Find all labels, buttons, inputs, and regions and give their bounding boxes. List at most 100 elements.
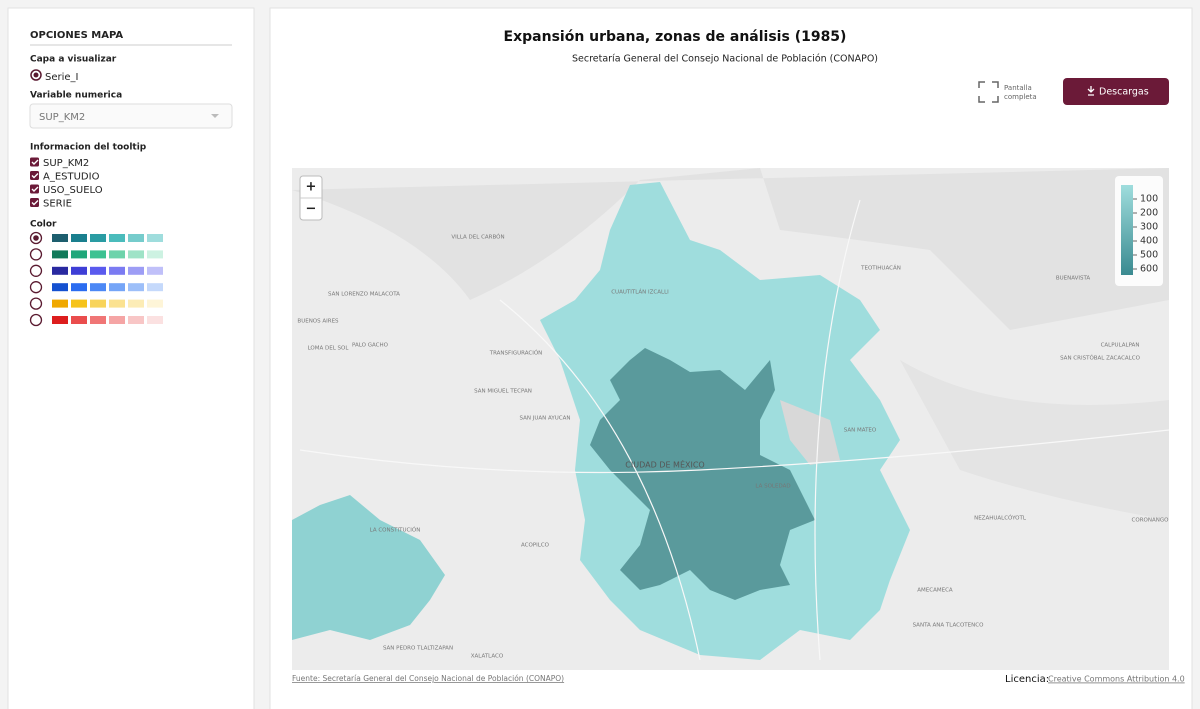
place-label: SANTA ANA TLACOTENCO	[913, 623, 984, 629]
palette-swatch	[52, 316, 68, 324]
palette-swatch	[52, 234, 68, 242]
palette-swatch	[71, 250, 87, 259]
palette-swatch	[71, 234, 87, 242]
legend-tick-label: 500	[1140, 250, 1158, 261]
legend-tick-label: 600	[1140, 264, 1158, 275]
place-label: SAN LORENZO MALACOTA	[328, 292, 400, 298]
variable-label: Variable numerica	[30, 91, 122, 101]
tooltip-field[interactable]: A_ESTUDIO	[43, 172, 100, 183]
palette-swatch	[52, 299, 68, 308]
layer-option[interactable]: Serie_I	[45, 72, 79, 83]
palette-swatch	[109, 283, 125, 292]
place-label: LOMA DEL SOL	[308, 346, 350, 352]
checkmark	[31, 200, 39, 206]
place-label: SAN MIGUEL TECPAN	[474, 389, 532, 395]
place-label: SAN MATEO	[844, 428, 877, 434]
layer-label: Capa a visualizar	[30, 55, 117, 65]
palette-swatch	[128, 250, 144, 259]
place-label: CALPULALPAN	[1101, 343, 1140, 349]
palette-swatch	[147, 234, 163, 242]
fullscreen-text: Pantalla	[1004, 84, 1032, 92]
palette-swatch	[109, 316, 125, 324]
palette-swatch	[71, 283, 87, 292]
download-button[interactable]: Descargas	[1063, 78, 1169, 105]
license-label: Licencia:	[1005, 674, 1049, 685]
palette-radio[interactable]	[29, 297, 43, 310]
terrain	[900, 360, 1169, 520]
place-label: CIUDAD DE MÉXICO	[625, 459, 704, 470]
fullscreen-button[interactable]: Pantalla completa	[978, 81, 1037, 103]
palette-swatch	[109, 234, 125, 242]
road	[299, 199, 1169, 661]
zoom-in[interactable]: +	[306, 180, 317, 195]
palette-swatch	[90, 250, 106, 259]
palette-swatch	[109, 299, 125, 308]
palette-swatch	[71, 266, 87, 275]
place-label: TRANSFIGURACIÓN	[489, 350, 543, 357]
palette-swatch	[109, 266, 125, 275]
palette-swatch	[147, 316, 163, 324]
legend-tick-label: 100	[1140, 194, 1158, 205]
checkbox[interactable]	[30, 184, 39, 194]
palette-swatch	[128, 234, 144, 242]
palette-swatch	[147, 283, 163, 292]
palette-swatch	[128, 283, 144, 292]
zoom-control: + −	[299, 175, 323, 221]
palette-swatch	[71, 299, 87, 308]
download-text: Descargas	[1099, 87, 1149, 98]
checkmark	[31, 186, 39, 192]
checkbox[interactable]	[30, 198, 39, 207]
palette-swatch	[71, 316, 87, 324]
palette-swatch	[90, 299, 106, 308]
place-label: XALATLACO	[471, 654, 504, 660]
palette-swatch	[90, 234, 106, 242]
place-label: CORONANGO	[1132, 518, 1170, 524]
place-label: AMECAMECA	[917, 588, 953, 594]
legend-tick-label: 200	[1140, 208, 1158, 219]
variable-select[interactable]	[29, 103, 233, 129]
download-bg	[1063, 78, 1169, 105]
urban-area-light[interactable]	[292, 495, 445, 640]
palette-radio[interactable]	[29, 264, 43, 277]
place-label: VILLA DEL CARBÓN	[451, 234, 504, 241]
place-label: ACOPILCO	[521, 543, 550, 549]
palette-radio[interactable]	[29, 248, 43, 261]
layer-radio-dot	[33, 72, 39, 78]
palette-radio[interactable]	[29, 313, 43, 327]
checkbox[interactable]	[30, 157, 39, 167]
tooltip-field[interactable]: SUP_KM2	[43, 158, 89, 169]
urban-area-dark[interactable]	[590, 348, 815, 600]
checkbox[interactable]	[30, 171, 39, 180]
place-label: LA CONSTITUCIÓN	[370, 527, 421, 534]
variable-selected: SUP_KM2	[39, 112, 85, 123]
page-subtitle: Secretaría General del Consejo Nacional …	[572, 54, 878, 65]
palette-swatch	[52, 266, 68, 275]
legend-tick-label: 400	[1140, 236, 1158, 247]
place-label: PALO GACHO	[352, 343, 389, 349]
place-label: SAN PEDRO TLALTIZAPAN	[383, 646, 453, 652]
map[interactable]	[292, 168, 1169, 670]
license-link[interactable]: Creative Commons Attribution 4.0	[1048, 675, 1185, 684]
palette-swatch	[90, 316, 106, 324]
legend-tick-label: 300	[1140, 222, 1158, 233]
fullscreen-icon	[978, 81, 999, 103]
zoom-out[interactable]: −	[306, 202, 317, 217]
place-label: SAN CRISTÓBAL ZACACALCO	[1060, 355, 1140, 362]
palette-swatch	[90, 283, 106, 292]
place-label: SAN JUAN AYUCAN	[520, 416, 571, 422]
palette-swatch	[90, 266, 106, 275]
palette-radio-dot	[33, 235, 39, 241]
tooltip-field[interactable]: SERIE	[43, 199, 72, 210]
palette-swatch	[147, 299, 163, 308]
download-icon	[1087, 86, 1095, 96]
terrain	[292, 168, 1169, 330]
checkmark	[31, 159, 39, 165]
palette-radio[interactable]	[29, 281, 43, 294]
place-label: BUENOS AIRES	[297, 319, 339, 325]
select-caret	[211, 114, 219, 118]
place-label: NEZAHUALCÓYOTL	[974, 515, 1027, 522]
sidebar-title: OPCIONES MAPA	[30, 30, 123, 41]
tooltip-field[interactable]: USO_SUELO	[43, 185, 103, 196]
source-link[interactable]: Fuente: Secretaría General del Consejo N…	[292, 674, 564, 683]
